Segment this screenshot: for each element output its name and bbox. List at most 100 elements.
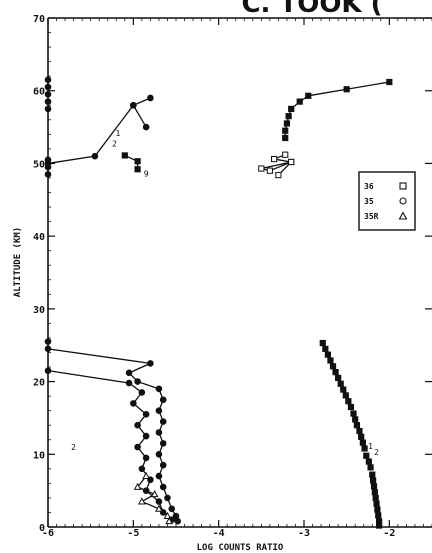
data-point-square (335, 374, 342, 382)
data-point-circle (134, 378, 141, 385)
data-point-circle (155, 472, 163, 480)
data-point-circle (142, 410, 150, 418)
data-point-square (353, 422, 361, 429)
data-point-square (282, 127, 289, 134)
data-marks (44, 76, 393, 529)
data-point-circle (155, 407, 163, 414)
data-point-circle (44, 367, 52, 374)
x-axis-label: LOG COUNTS RATIO (197, 543, 284, 553)
series-7 (44, 76, 52, 345)
y-tick-label: 50 (33, 159, 45, 170)
data-point-square (288, 105, 295, 112)
data-point-circle (147, 360, 154, 367)
data-point-square (359, 439, 366, 446)
data-point-square (369, 471, 376, 478)
data-point-square (358, 433, 365, 440)
series-0 (44, 94, 154, 167)
series-5 (44, 367, 176, 524)
series-8 (319, 339, 383, 529)
data-point-square (282, 134, 289, 142)
legend-square-marker (399, 182, 407, 190)
data-point-square (283, 120, 291, 127)
x-tick-label: -5 (127, 528, 139, 539)
series-line (284, 81, 390, 138)
data-point-circle (91, 152, 99, 160)
y-tick-label: 10 (33, 450, 45, 461)
data-point-square (288, 158, 295, 166)
data-point-triangle (133, 482, 142, 490)
data-point-circle (125, 369, 133, 377)
data-point-circle (138, 465, 146, 473)
data-point-square (296, 98, 303, 105)
series-1 (121, 152, 141, 173)
data-point-square (266, 167, 273, 174)
annotation-label: 2 (112, 140, 117, 149)
series-4 (44, 345, 182, 525)
data-point-circle (155, 450, 163, 458)
data-point-circle (44, 98, 52, 105)
data-point-circle (159, 483, 167, 491)
series-line (47, 370, 173, 521)
y-tick-label: 30 (33, 305, 45, 316)
data-point-square (370, 477, 377, 484)
data-point-circle (44, 105, 52, 113)
data-point-square (347, 403, 355, 411)
data-point-square (134, 166, 141, 173)
data-point-triangle (163, 511, 172, 519)
data-point-circle (155, 385, 163, 393)
data-point-square (121, 152, 128, 159)
data-point-square (258, 165, 265, 172)
legend-triangle-marker (398, 211, 408, 220)
data-point-square (375, 512, 382, 519)
data-point-circle (164, 494, 171, 502)
chart-title: C. TOOK ( (241, 0, 382, 19)
y-tick-label: 0 (39, 523, 45, 534)
y-tick-label: 60 (33, 87, 45, 98)
annotation-label: 2 (374, 448, 379, 457)
data-point-square (365, 458, 372, 465)
data-point-circle (44, 338, 52, 345)
data-point-circle (130, 400, 137, 407)
data-point-square (327, 357, 334, 364)
data-point-square (345, 398, 352, 405)
data-point-square (329, 363, 337, 370)
data-point-circle (44, 345, 52, 353)
series-line (47, 97, 151, 165)
data-point-circle (155, 498, 163, 505)
series-3 (258, 151, 295, 179)
data-point-square (285, 113, 292, 120)
data-point-square (370, 483, 378, 490)
data-point-square (356, 427, 363, 435)
data-point-triangle (138, 497, 146, 505)
data-point-square (374, 506, 381, 513)
data-point-circle (44, 83, 52, 91)
data-point-square (134, 158, 141, 165)
data-point-circle (155, 429, 163, 436)
data-point-circle (44, 76, 52, 84)
data-point-triangle (155, 504, 163, 512)
data-point-square (350, 410, 357, 417)
data-point-square (322, 345, 329, 352)
data-point-circle (142, 432, 150, 440)
data-point-circle (44, 156, 52, 164)
data-point-square (275, 171, 282, 179)
data-point-square (332, 369, 339, 376)
annotation-label: 1 (116, 129, 121, 138)
series-2 (282, 78, 393, 142)
annotation-label: 1 (368, 442, 373, 451)
data-point-circle (138, 389, 146, 396)
annotation-label: 9 (144, 170, 149, 179)
data-point-circle (44, 171, 52, 178)
data-point-square (372, 494, 379, 502)
data-point-square (361, 445, 368, 452)
data-point-triangle (142, 471, 150, 479)
data-point-circle (142, 454, 150, 462)
data-point-circle (159, 418, 167, 425)
data-point-square (386, 78, 393, 86)
data-point-circle (142, 123, 150, 131)
data-point-circle (174, 517, 182, 525)
data-point-square (363, 452, 370, 459)
legend: 36 35 35R (358, 171, 416, 231)
